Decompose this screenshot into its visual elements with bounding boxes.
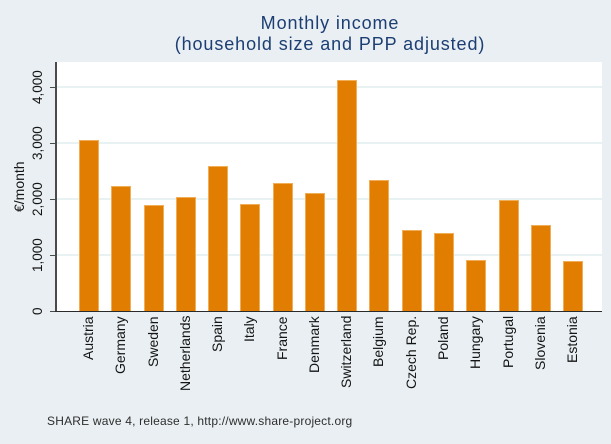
bar-poland — [433, 232, 454, 311]
y-axis-line — [55, 62, 57, 311]
bar-denmark — [304, 192, 325, 311]
y-tick — [50, 310, 55, 312]
bar-switzerland — [337, 79, 358, 311]
x-axis-label-switzerland: Switzerland — [338, 316, 355, 389]
source-note: SHARE wave 4, release 1, http://www.shar… — [47, 414, 353, 428]
x-axis-label-germany: Germany — [112, 316, 129, 374]
y-tick-label: 1,000 — [30, 238, 45, 272]
bar-italy — [240, 204, 261, 311]
chart-title-line1: Monthly income — [260, 13, 400, 33]
gridline-2,000 — [57, 198, 602, 200]
x-axis-label-sweden: Sweden — [144, 316, 161, 367]
plot-area — [57, 62, 602, 311]
gridline-3,000 — [57, 142, 602, 144]
x-axis-label-denmark: Denmark — [305, 316, 322, 373]
x-axis-label-france: France — [273, 316, 290, 360]
y-tick — [50, 142, 55, 145]
bar-sweden — [143, 204, 164, 311]
bar-spain — [208, 166, 229, 311]
x-axis-label-czech-rep: Czech Rep. — [402, 316, 419, 390]
bar-belgium — [369, 180, 390, 311]
x-axis-label-spain: Spain — [209, 316, 226, 352]
x-axis-label-poland: Poland — [434, 316, 451, 360]
gridline-1,000 — [57, 254, 602, 256]
y-tick-label: 4,000 — [30, 70, 45, 105]
y-tick — [50, 198, 55, 200]
y-axis-title: €/month — [11, 161, 27, 212]
gridline-4,000 — [57, 86, 602, 88]
bar-netherlands — [175, 197, 196, 311]
y-tick — [50, 254, 55, 256]
x-axis-label-austria: Austria — [80, 316, 96, 360]
x-axis-label-portugal: Portugal — [499, 316, 516, 369]
bar-czech-rep — [401, 229, 422, 311]
bar-france — [272, 183, 293, 311]
x-axis-label-hungary: Hungary — [467, 316, 484, 369]
x-axis-label-belgium: Belgium — [370, 316, 387, 367]
chart-title-line2: (household size and PPP adjusted) — [174, 34, 486, 54]
bar-austria — [79, 140, 99, 311]
bar-estonia — [563, 260, 584, 311]
x-axis-label-slovenia: Slovenia — [531, 316, 548, 370]
bar-portugal — [498, 200, 519, 311]
y-tick-label: 2,000 — [30, 182, 45, 216]
x-axis-label-estonia: Estonia — [564, 316, 581, 363]
x-axis-label-italy: Italy — [241, 316, 258, 342]
bar-hungary — [466, 259, 487, 311]
bar-germany — [111, 185, 132, 311]
x-axis-line — [55, 310, 602, 313]
bar-slovenia — [530, 225, 551, 311]
chart-title: Monthly income (household size and PPP a… — [60, 13, 600, 55]
y-tick-label: 0 — [30, 307, 45, 315]
y-tick — [50, 86, 55, 89]
y-tick-label: 3,000 — [30, 126, 45, 161]
x-axis-label-netherlands: Netherlands — [176, 316, 193, 392]
